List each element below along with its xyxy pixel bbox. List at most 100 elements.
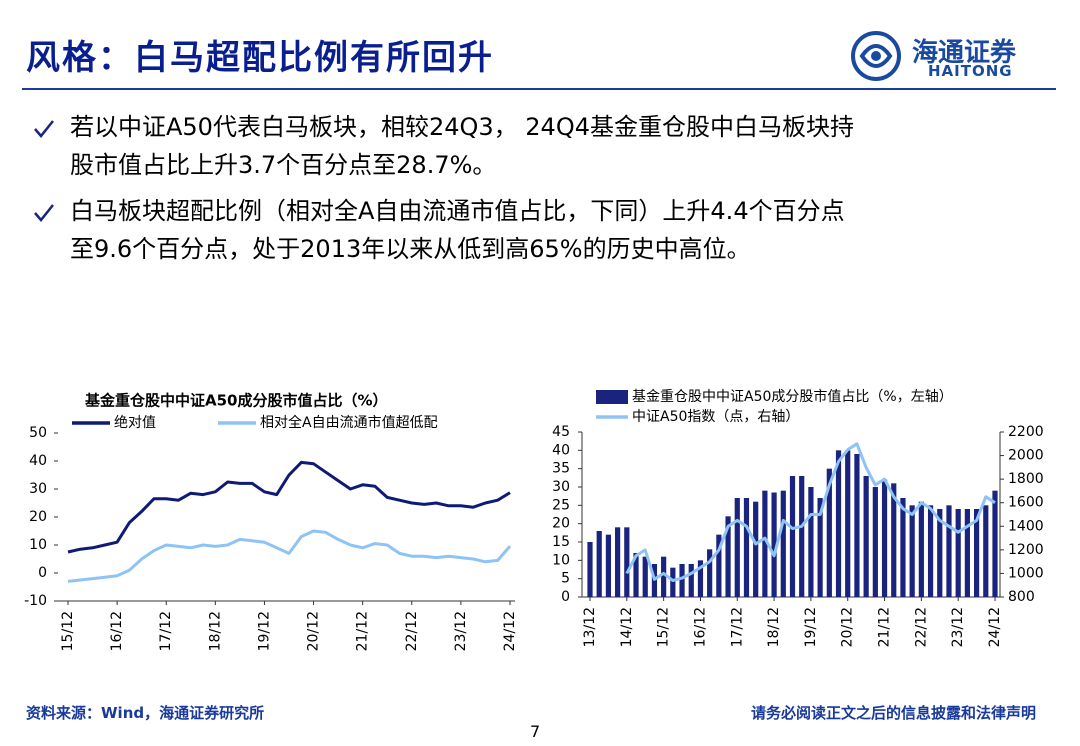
bar [817, 498, 823, 597]
bar [808, 487, 814, 597]
bar [670, 567, 676, 597]
legend-label: 中证A50指数（点，右轴） [632, 409, 799, 425]
y-tick-label: 20 [552, 516, 570, 532]
x-tick-label: 17/12 [729, 607, 745, 647]
bar [605, 534, 612, 597]
y-tick-label: 40 [552, 442, 570, 458]
y-tick-label: 0 [561, 589, 570, 605]
bar [826, 468, 832, 597]
x-tick-label: 23/12 [453, 611, 469, 651]
bullet-text: 至9.6个百分点，处于2013年以来从低到高65%的历史中高位。 [70, 235, 751, 263]
check-icon [34, 204, 54, 222]
x-tick-label: 18/12 [766, 607, 782, 647]
bar [734, 498, 740, 597]
y-tick-label: 5 [561, 571, 570, 587]
bullet: 白马板块超配比例（相对全A自由流通市值占比，下同）上升4.4个百分点 至9.6个百… [32, 192, 845, 268]
bar [799, 476, 805, 597]
bar [697, 560, 704, 597]
x-tick-label: 19/12 [803, 607, 819, 647]
bar [762, 490, 768, 597]
y-tick-label: 30 [29, 481, 47, 497]
bar [661, 556, 667, 597]
bar [872, 487, 878, 597]
legend-label: 相对全A自由流通市值超低配 [260, 414, 438, 431]
y-tick-label: 35 [552, 461, 570, 477]
bar [743, 498, 750, 597]
x-tick-label: 20/12 [306, 611, 322, 651]
source-note: 资料来源：Wind，海通证券研究所 [26, 704, 265, 722]
x-tick-label: 16/12 [109, 611, 125, 651]
bullet-text: 若以中证A50代表白马板块，相较24Q3， 24Q4基金重仓股中白马板块持 [70, 113, 854, 141]
bar [707, 549, 713, 597]
legend-swatch [596, 390, 628, 404]
bar [927, 505, 934, 597]
x-tick-label: 18/12 [207, 611, 223, 651]
y-tick-label: 0 [38, 565, 47, 581]
y-tick-label: -10 [24, 593, 47, 609]
bullet: 若以中证A50代表白马板块，相较24Q3， 24Q4基金重仓股中白马板块持 股市值… [32, 108, 854, 184]
bar [955, 509, 961, 597]
legend-label: 绝对值 [114, 415, 156, 431]
x-tick-label: 17/12 [158, 611, 174, 651]
bar [753, 501, 759, 597]
y2-tick-label: 800 [1008, 589, 1035, 605]
bar [946, 505, 952, 597]
bar [973, 509, 980, 597]
bar [780, 490, 786, 597]
logo-text: HAITONG [928, 62, 1013, 80]
y-tick-label: 45 [552, 424, 570, 440]
y2-tick-label: 2000 [1008, 448, 1044, 464]
bar [909, 505, 915, 597]
bar [587, 542, 593, 597]
bar [716, 534, 722, 597]
bar [964, 509, 970, 597]
x-tick-label: 14/12 [619, 607, 635, 647]
x-tick-label: 16/12 [692, 607, 708, 647]
logo-text: 海通证券 [912, 38, 1017, 68]
x-tick-label: 22/12 [913, 607, 929, 647]
bar [983, 505, 989, 597]
x-tick-label: 24/12 [987, 607, 1003, 647]
line-series [67, 460, 511, 554]
y-tick-label: 40 [29, 453, 47, 469]
y-tick-label: 25 [552, 497, 570, 513]
x-tick-label: 22/12 [404, 611, 420, 651]
line-series [625, 442, 996, 582]
y2-tick-label: 1000 [1008, 565, 1044, 581]
bar [615, 527, 621, 597]
bullet-text: 股市值占比上升3.7个百分点至28.7%。 [70, 151, 497, 179]
disclaimer: 请务必阅读正文之后的信息披露和法律声明 [750, 704, 1036, 722]
bar [771, 492, 777, 597]
y2-tick-label: 2200 [1008, 424, 1044, 440]
y2-tick-label: 1200 [1008, 542, 1044, 558]
bar [900, 498, 906, 597]
legend-label: 基金重仓股中中证A50成分股市值占比（%，左轴） [632, 388, 953, 405]
y-tick-label: 15 [552, 534, 570, 550]
bar [891, 483, 897, 597]
bar [992, 490, 998, 597]
header-rule [22, 88, 1056, 90]
bar [845, 450, 851, 597]
bar [918, 501, 924, 597]
x-tick-label: 13/12 [582, 607, 598, 647]
y-tick-label: 10 [552, 552, 570, 568]
x-tick-label: 19/12 [256, 611, 272, 651]
y2-tick-label: 1800 [1008, 471, 1044, 487]
bar [633, 553, 639, 597]
bar [624, 527, 630, 597]
y-tick-label: 10 [29, 537, 47, 553]
bar [725, 516, 731, 597]
x-tick-label: 20/12 [840, 607, 856, 647]
y2-tick-label: 1400 [1008, 518, 1044, 534]
bar [688, 564, 694, 597]
x-tick-label: 24/12 [502, 611, 518, 651]
chart-title: 基金重仓股中中证A50成分股市值占比（%） [84, 392, 388, 410]
bar [937, 509, 943, 597]
page-number: 7 [530, 722, 541, 741]
check-icon [34, 120, 54, 138]
bar [596, 531, 602, 597]
x-tick-label: 21/12 [877, 607, 893, 647]
y-tick-label: 50 [29, 425, 47, 441]
